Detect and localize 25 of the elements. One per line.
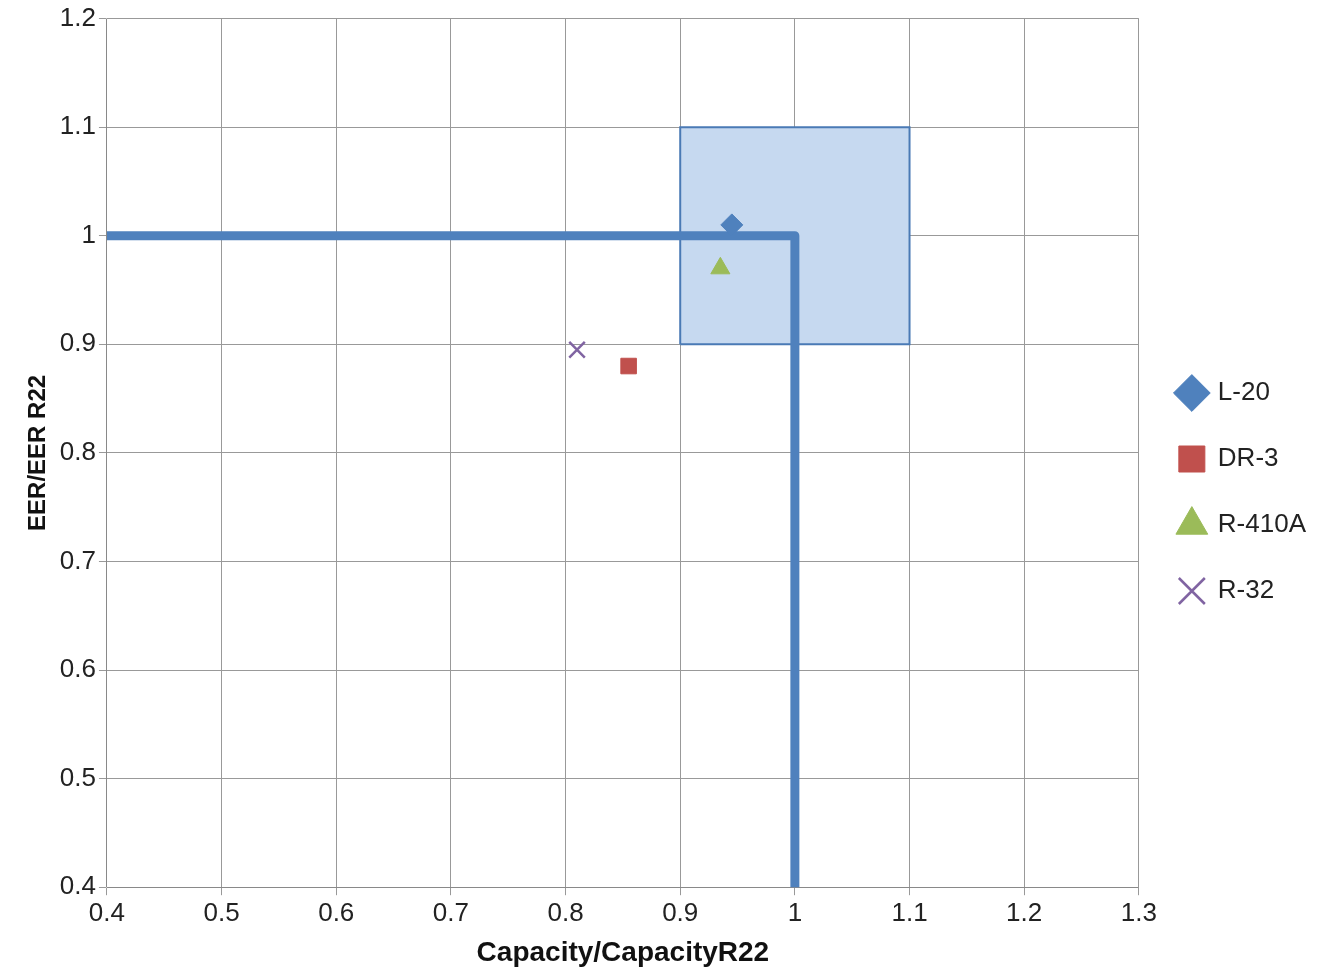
x-tick-label: 0.5: [203, 896, 240, 927]
x-tick-label: 0.7: [432, 896, 469, 927]
y-tick-label: 0.6: [59, 653, 96, 684]
y-tick-label: 1.1: [59, 110, 96, 141]
legend-label: DR-3: [1217, 442, 1279, 473]
x-axis-title: Capacity/CapacityR22: [476, 935, 770, 967]
legend-label: R-32: [1217, 574, 1275, 605]
y-tick-label: 1.2: [59, 1, 96, 32]
y-axis-title: EER/EER R22: [23, 374, 51, 531]
legend-label: L-20: [1217, 376, 1270, 407]
x-tick-label: 0.8: [547, 896, 584, 927]
y-tick-label: 0.9: [59, 327, 96, 358]
x-tick-label: 1.2: [1006, 896, 1043, 927]
x-tick-label: 0.9: [662, 896, 699, 927]
point: [568, 340, 587, 359]
legend-label: R-410A: [1217, 508, 1307, 539]
x-tick-label: 1: [787, 896, 803, 927]
x-tick-label: 1.3: [1120, 896, 1157, 927]
y-tick-label: 0.7: [59, 544, 96, 575]
x-tick-label: 1.1: [891, 896, 928, 927]
y-tick-label: 0.8: [59, 436, 96, 467]
point: [620, 357, 637, 375]
x-tick-label: 0.6: [318, 896, 355, 927]
y-tick-label: 1: [81, 218, 96, 249]
y-tick-label: 0.5: [59, 761, 96, 792]
